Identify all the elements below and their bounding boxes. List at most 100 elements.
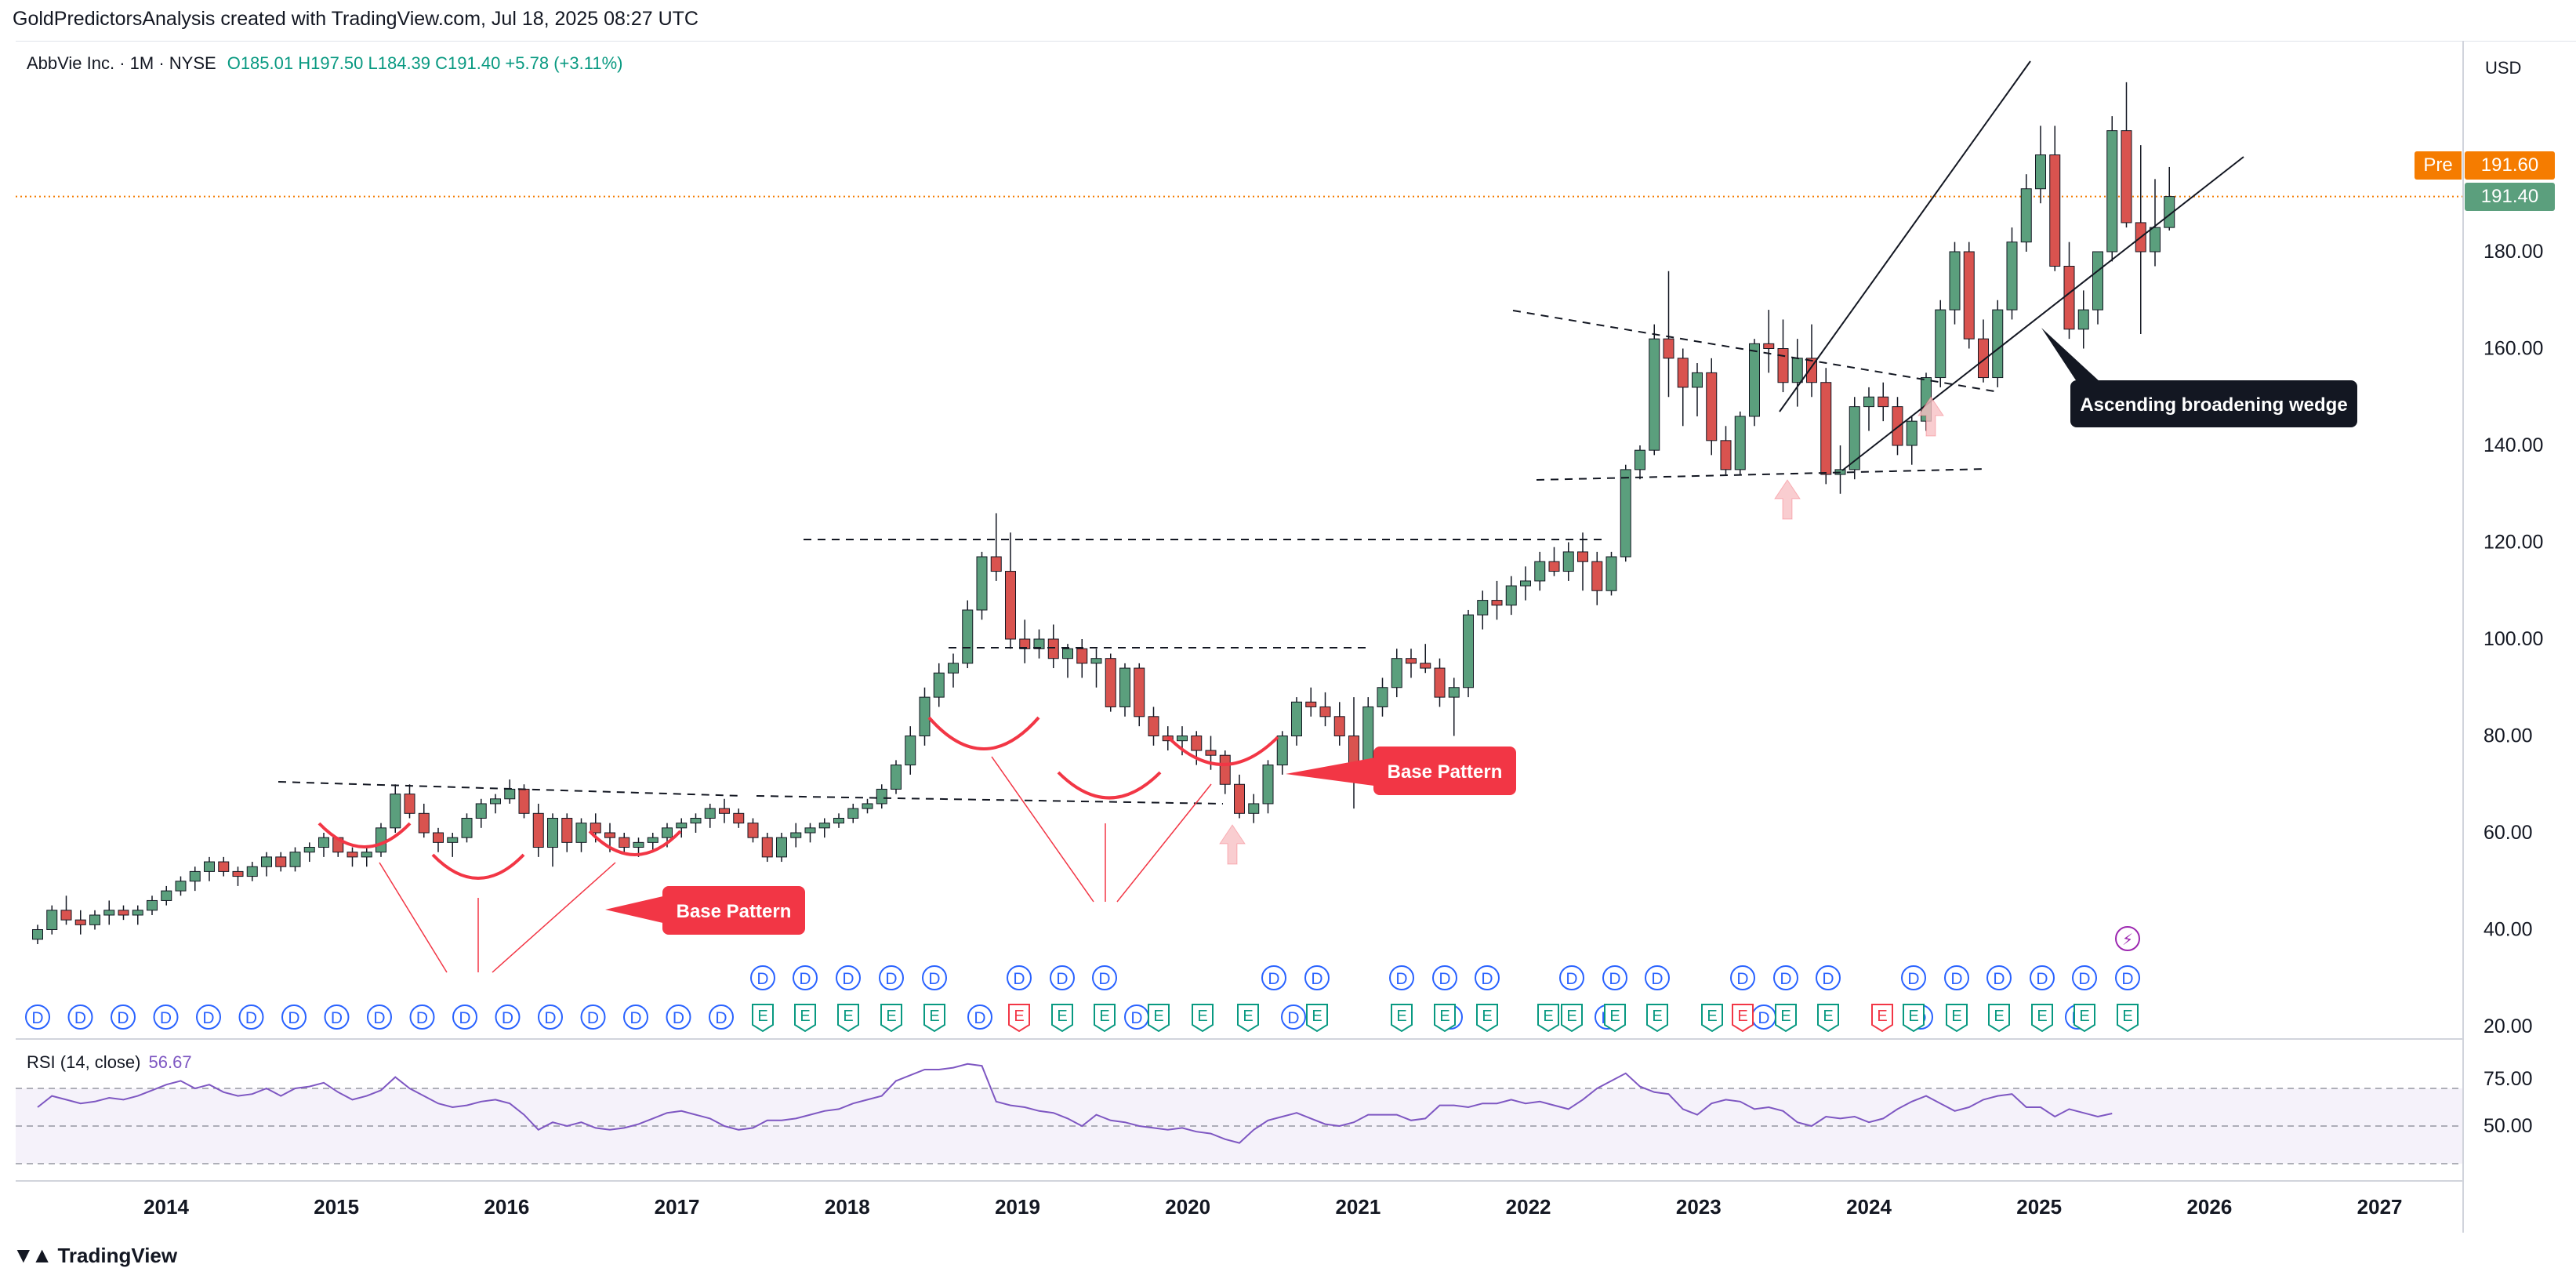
earnings-shape: [1604, 1004, 1626, 1033]
candle-body: [862, 803, 873, 809]
dividend-marker: D: [836, 965, 861, 990]
dividend-marker: D: [1944, 965, 1969, 990]
candle-body: [1978, 338, 1989, 379]
earnings-marker: E: [1192, 1004, 1214, 1033]
earnings-marker: E: [1903, 1004, 1925, 1033]
candle-body: [704, 808, 716, 819]
earnings-shape: [837, 1004, 859, 1033]
dividend-marker: D: [2072, 965, 2097, 990]
earnings-marker: E: [1537, 1004, 1559, 1033]
dividend-circle: [580, 1004, 606, 1030]
candle-body: [1749, 343, 1760, 417]
earnings-label: E: [1877, 1008, 1887, 1025]
dividend-circle: [1304, 965, 1330, 990]
dividend-marker: D: [1751, 1004, 1776, 1030]
dividend-label: D: [117, 1009, 129, 1027]
candle-body: [504, 788, 516, 800]
candle-body: [204, 861, 215, 872]
candle-body: [2063, 266, 2075, 330]
wedge-callout-text: Ascending broadening wedge: [2080, 394, 2347, 416]
dividend-label: D: [1481, 970, 1493, 988]
candle-body: [847, 808, 859, 819]
candle-body: [261, 856, 272, 867]
dividend-label: D: [1950, 970, 1962, 988]
candle-body: [1677, 358, 1689, 388]
candle-body: [733, 812, 745, 824]
price-axis-label: 120.00: [2483, 532, 2543, 554]
base-arc: [588, 830, 682, 856]
dividend-marker: D: [666, 1004, 691, 1030]
dividend-marker: D: [1559, 965, 1584, 990]
base-pattern-callout-2-pointer: [1286, 757, 1380, 786]
dividend-label: D: [1651, 970, 1663, 988]
candle-body: [833, 817, 844, 824]
rsi-legend[interactable]: RSI (14, close) 56.67: [27, 1052, 192, 1073]
dividend-marker: D: [67, 1004, 93, 1030]
candle-body: [1219, 754, 1231, 785]
earnings-label: E: [1566, 1008, 1576, 1025]
dividend-label: D: [1609, 970, 1620, 988]
dividend-label: D: [1098, 970, 1110, 988]
earnings-shape: [1946, 1004, 1968, 1033]
symbol-name: AbbVie Inc. · 1M · NYSE: [27, 53, 216, 73]
candle-body: [662, 827, 673, 838]
dividend-circle: [1944, 965, 1969, 990]
price-axis-label: 20.00: [2483, 1015, 2533, 1037]
earnings-shape: [1051, 1004, 1073, 1033]
dividend-circle: [1432, 965, 1457, 990]
earnings-label: E: [1908, 1008, 1918, 1025]
dividend-marker: D: [1092, 965, 1117, 990]
trend-line-dashed: [756, 795, 1224, 805]
candle-body: [461, 817, 473, 838]
dividend-label: D: [1993, 970, 2005, 988]
dividend-circle: [1007, 965, 1032, 990]
candle-body: [1820, 382, 1832, 475]
dividend-label: D: [1311, 970, 1322, 988]
candle-body: [1148, 716, 1159, 736]
dividend-circle: [709, 1004, 734, 1030]
candle-body: [1333, 716, 1345, 736]
plot-top-border: [16, 41, 2576, 42]
candle-body: [990, 556, 1002, 572]
tradingview-logo[interactable]: ▼▲ TradingView: [13, 1243, 177, 1268]
dividend-marker: D: [2030, 965, 2055, 990]
candle-body: [1534, 561, 1546, 582]
time-axis-label: 2014: [143, 1195, 189, 1219]
currency-label[interactable]: USD: [2485, 58, 2522, 78]
time-axis-label: 2026: [2186, 1195, 2232, 1219]
rsi-pane-separator[interactable]: [16, 1038, 2462, 1040]
wedge-upper-line: [1779, 60, 2031, 412]
symbol-legend[interactable]: AbbVie Inc. · 1M · NYSE O185.01 H197.50 L…: [27, 53, 622, 74]
candle-body: [490, 798, 501, 805]
earnings-marker: E: [1604, 1004, 1626, 1033]
earnings-label: E: [2122, 1008, 2132, 1025]
candle-body: [761, 837, 773, 858]
dividend-circle: [153, 1004, 179, 1030]
earnings-marker: E: [1148, 1004, 1170, 1033]
dividend-marker: D: [409, 1004, 435, 1030]
time-axis-label: 2016: [484, 1195, 529, 1219]
dividend-label: D: [842, 970, 854, 988]
earnings-marker: E: [1817, 1004, 1839, 1033]
dividend-marker: D: [1281, 1004, 1306, 1030]
candle-body: [103, 910, 115, 916]
dividend-marker: D: [1901, 965, 1926, 990]
candle-body: [1935, 309, 1947, 379]
dividend-circle: [25, 1004, 50, 1030]
dividend-label: D: [885, 970, 897, 988]
dividend-marker: D: [580, 1004, 606, 1030]
dividend-circle: [367, 1004, 392, 1030]
dividend-circle: [324, 1004, 350, 1030]
candle-body: [1562, 551, 1574, 572]
dividend-label: D: [974, 1009, 985, 1027]
earnings-label: E: [1057, 1008, 1067, 1025]
base-arc: [431, 853, 525, 880]
candle-body: [147, 899, 158, 911]
annotation-arrow-line: [379, 862, 448, 973]
candle-body: [1892, 406, 1903, 446]
candle-body: [1319, 706, 1331, 717]
earnings-label: E: [2079, 1008, 2089, 1025]
dividend-label: D: [1013, 970, 1025, 988]
chart-attribution: GoldPredictorsAnalysis created with Trad…: [13, 8, 698, 30]
